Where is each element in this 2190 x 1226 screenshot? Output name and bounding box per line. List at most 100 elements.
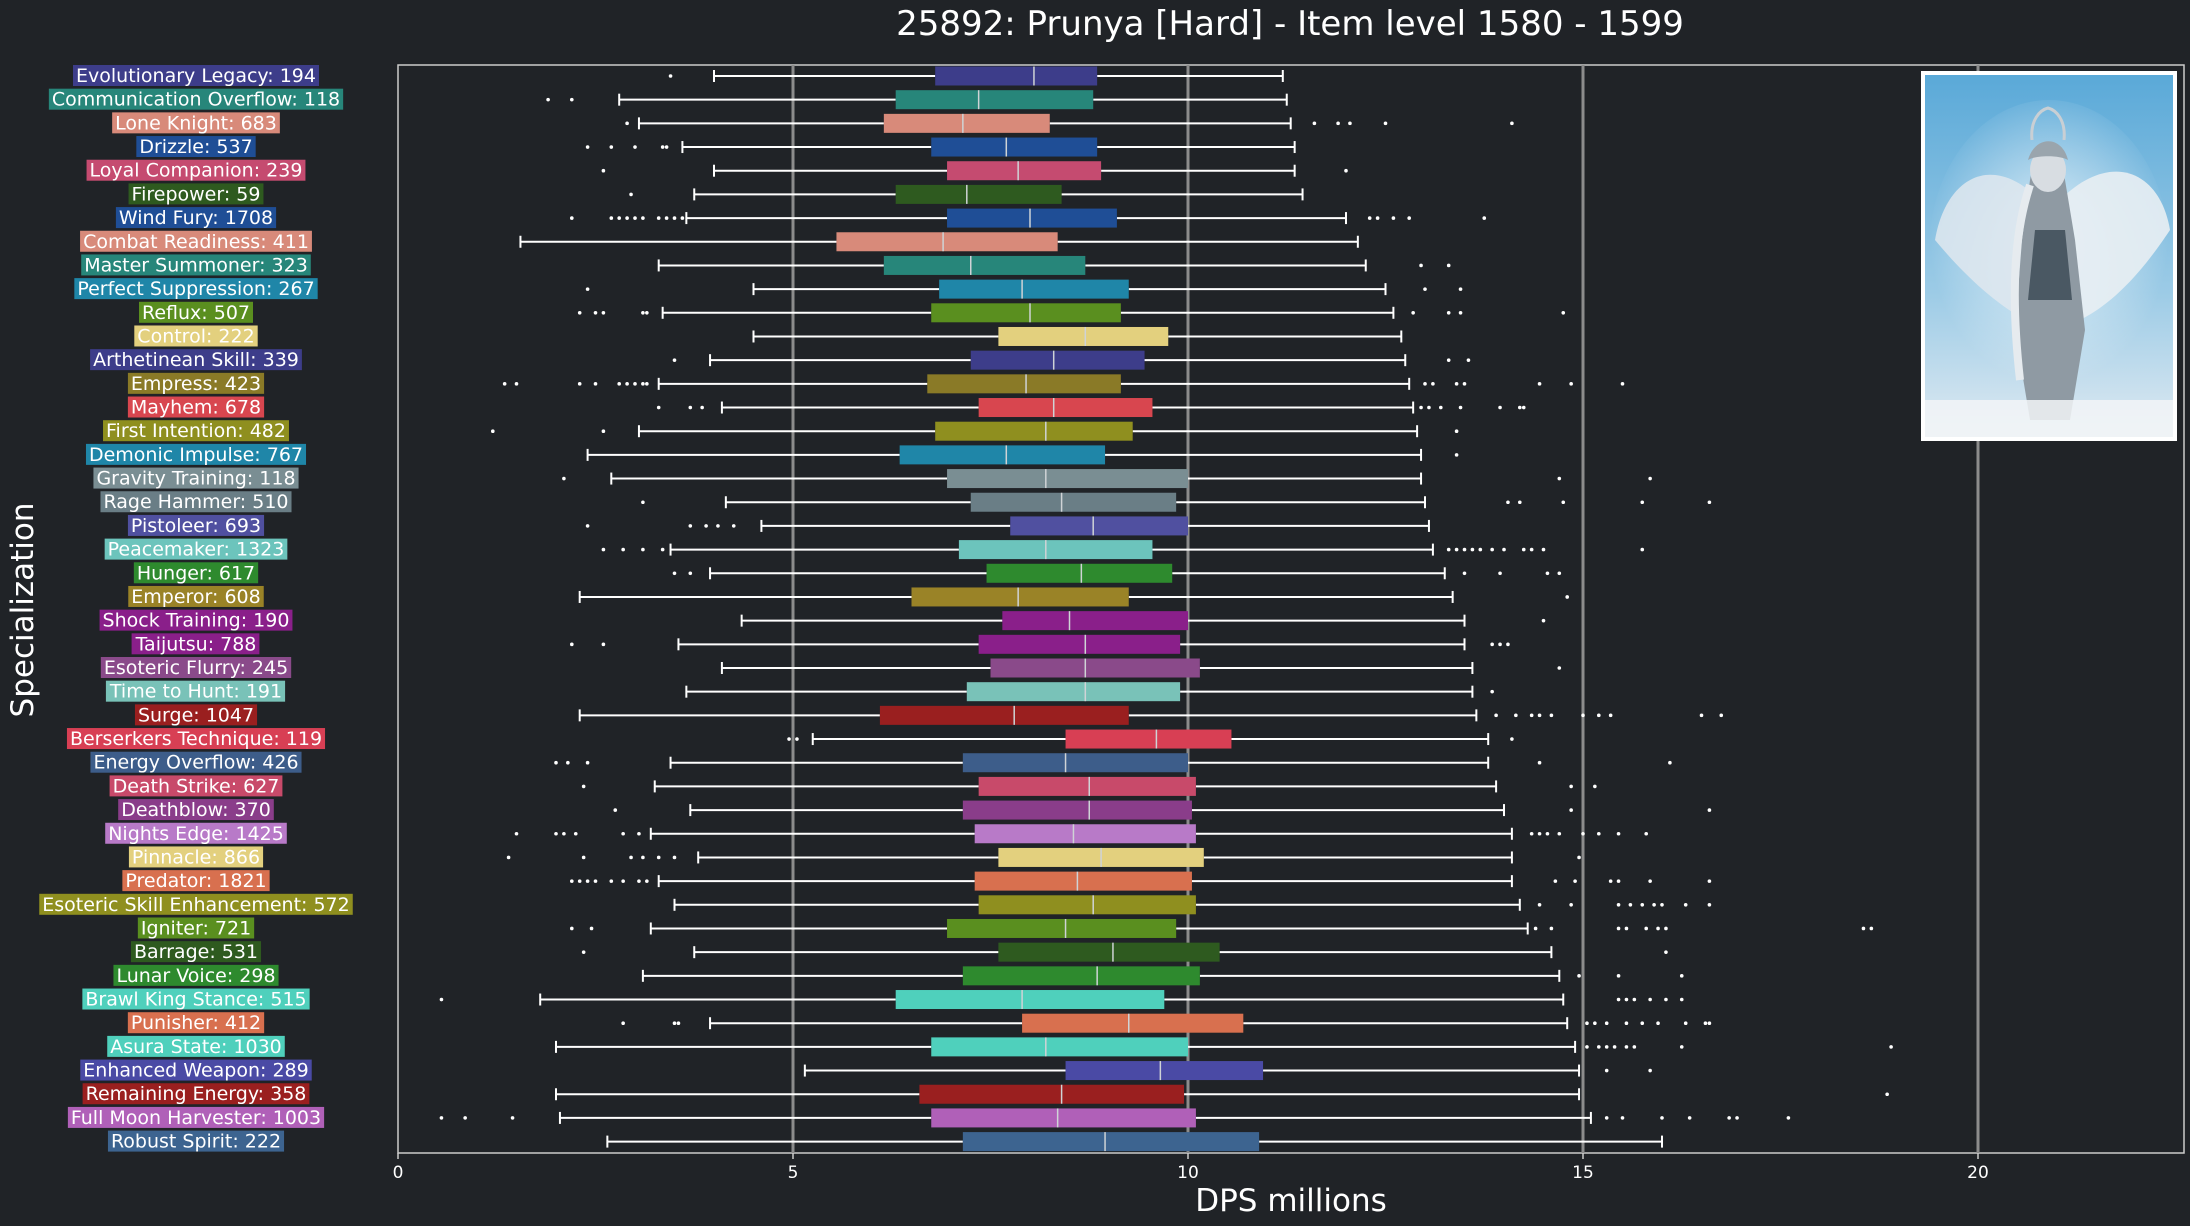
outlier-point — [1446, 263, 1451, 268]
box-iqr — [974, 871, 1192, 891]
category-label-bg — [128, 846, 264, 868]
category-label: Taijutsu: 788 — [131, 633, 260, 655]
outlier-point — [554, 760, 558, 765]
outlier-point — [672, 571, 677, 576]
category-label: Demonic Impulse: 767 — [85, 443, 307, 466]
outlier-point — [1569, 784, 1573, 789]
category-label-text: Arthetinean Skill: 339 — [93, 349, 299, 371]
outlier-point — [1624, 997, 1629, 1002]
outlier-point — [1312, 121, 1317, 126]
category-label-text: Esoteric Skill Enhancement: 572 — [42, 894, 350, 916]
outlier-point — [1679, 997, 1684, 1002]
box-31 — [613, 800, 1712, 820]
box-iqr — [931, 137, 1098, 157]
outlier-point — [1498, 642, 1502, 647]
outlier-point — [1518, 500, 1522, 505]
outlier-point — [1604, 1045, 1609, 1049]
box-13 — [502, 374, 1625, 394]
category-label-bg — [127, 514, 265, 536]
box-8 — [657, 255, 1451, 275]
outlier-point — [439, 1116, 444, 1120]
outlier-point — [633, 145, 637, 149]
outlier-point — [645, 382, 649, 386]
outlier-point — [609, 216, 614, 220]
category-label-text: Esoteric Flurry: 245 — [104, 657, 288, 679]
outlier-point — [1506, 500, 1510, 505]
category-label-text: Surge: 1047 — [138, 704, 254, 726]
outlier-point — [577, 311, 582, 315]
outlier-point — [573, 831, 578, 836]
box-iqr — [895, 990, 1165, 1010]
category-label-text: Reflux: 507 — [142, 302, 250, 324]
outlier-point — [1604, 1068, 1609, 1073]
category-label: Deathblow: 370 — [118, 799, 274, 821]
outlier-point — [1616, 974, 1621, 978]
category-label-text: First Intention: 482 — [106, 420, 286, 442]
category-label: Control: 222 — [134, 325, 258, 347]
outlier-point — [601, 168, 606, 173]
category-label: Punisher: 412 — [127, 1012, 265, 1034]
box-44 — [439, 1108, 1791, 1128]
outlier-point — [621, 879, 625, 883]
outlier-point — [1660, 1116, 1664, 1120]
box-43 — [555, 1084, 1889, 1104]
box-iqr — [990, 658, 1200, 678]
category-label-text: Shock Training: 190 — [103, 610, 290, 632]
outlier-point — [1537, 760, 1542, 765]
category-label-bg — [134, 704, 258, 726]
category-label: Pistoleer: 693 — [127, 514, 265, 537]
category-label: Rage Hammer: 510 — [100, 491, 292, 513]
box-iqr — [962, 966, 1200, 986]
box-iqr — [931, 1108, 1196, 1128]
outlier-point — [1597, 831, 1601, 836]
outlier-point — [1446, 358, 1451, 362]
category-label-bg — [133, 562, 259, 584]
category-label-text: Pistoleer: 693 — [131, 515, 261, 537]
outlier-point — [1668, 760, 1672, 765]
outlier-point — [656, 216, 661, 220]
outlier-point — [601, 429, 606, 434]
outlier-point — [1502, 547, 1506, 552]
category-label: Combat Readiness: 411 — [80, 230, 312, 253]
outlier-point — [601, 311, 606, 315]
outlier-point — [1427, 405, 1431, 410]
box-iqr — [947, 208, 1117, 228]
outlier-point — [641, 216, 645, 220]
outlier-point — [1557, 666, 1562, 670]
outlier-point — [609, 879, 614, 883]
outlier-point — [1664, 950, 1668, 954]
outlier-point — [1344, 168, 1348, 173]
category-label: Surge: 1047 — [134, 704, 258, 726]
category-label-text: Enhanced Weapon: 289 — [83, 1060, 308, 1082]
category-label-bg — [105, 680, 286, 702]
box-18 — [641, 492, 1712, 512]
box-29 — [554, 753, 1672, 773]
outlier-point — [581, 950, 586, 954]
outlier-point — [577, 382, 582, 386]
category-label: Loyal Companion: 239 — [86, 159, 306, 182]
outlier-point — [1537, 903, 1542, 907]
category-label: Shock Training: 190 — [99, 609, 293, 632]
category-label: Esoteric Skill Enhancement: 572 — [39, 893, 353, 916]
category-label-bg — [118, 799, 274, 821]
outlier-point — [1336, 121, 1340, 126]
outlier-point — [1644, 926, 1648, 931]
box-36 — [570, 918, 1874, 938]
outlier-point — [629, 855, 633, 860]
category-label-text: Full Moon Harvester: 1003 — [71, 1107, 321, 1129]
category-label-bg — [74, 278, 318, 300]
outlier-point — [1616, 997, 1621, 1002]
outlier-point — [1640, 1021, 1645, 1025]
outlier-point — [1624, 1045, 1629, 1049]
box-iqr — [911, 587, 1129, 607]
outlier-point — [1608, 713, 1613, 718]
outlier-point — [570, 879, 574, 883]
box-24 — [570, 634, 1510, 654]
outlier-point — [1411, 311, 1415, 315]
box-iqr — [927, 374, 1121, 394]
outlier-point — [1490, 547, 1494, 552]
outlier-point — [1529, 713, 1534, 718]
outlier-point — [672, 216, 677, 220]
outlier-point — [1541, 618, 1546, 623]
